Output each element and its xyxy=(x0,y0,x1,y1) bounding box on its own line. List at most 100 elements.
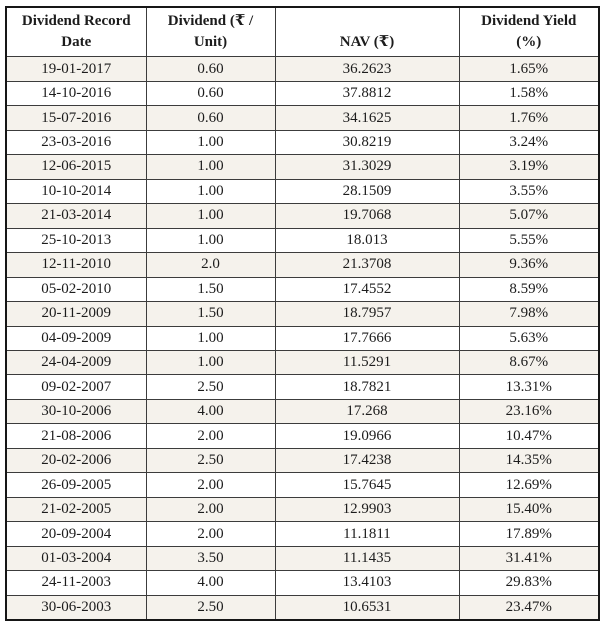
table-cell: 24-11-2003 xyxy=(5,570,147,596)
table-row: 09-02-2007 2.50 18.7821 13.31% xyxy=(5,374,600,400)
table-cell: 12.69% xyxy=(458,472,600,498)
table-cell: 11.1811 xyxy=(274,521,460,547)
table-cell: 7.98% xyxy=(458,301,600,327)
table-cell: 20-11-2009 xyxy=(5,301,147,327)
table-cell: 12.9903 xyxy=(274,496,460,523)
table-row: 23-03-2016 1.00 30.8219 3.24% xyxy=(5,129,600,156)
table-cell: 2.00 xyxy=(145,472,276,498)
table-cell: 19.0966 xyxy=(274,423,460,449)
table-cell: 05-02-2010 xyxy=(5,276,147,303)
table-cell: 5.07% xyxy=(458,203,600,229)
table-cell: 23.16% xyxy=(458,398,600,425)
table-cell: 3.19% xyxy=(458,154,600,180)
table-cell: 5.63% xyxy=(458,325,600,352)
table-cell: 21.3708 xyxy=(274,252,460,278)
table-cell: 21-08-2006 xyxy=(5,423,147,449)
table-row: 01-03-2004 3.50 11.1435 31.41% xyxy=(5,545,600,572)
table-cell: 31.3029 xyxy=(274,154,460,180)
table-cell: 0.60 xyxy=(145,56,276,82)
table-cell: 8.59% xyxy=(458,276,600,303)
table-row: 30-10-2006 4.00 17.268 23.16% xyxy=(5,398,600,425)
table-cell: 34.1625 xyxy=(274,105,460,131)
table-cell: 1.00 xyxy=(145,178,276,205)
table-cell: 01-03-2004 xyxy=(5,545,147,572)
table-row: 24-11-2003 4.00 13.4103 29.83% xyxy=(5,570,600,596)
table-cell: 1.50 xyxy=(145,276,276,303)
table-cell: 31.41% xyxy=(458,545,600,572)
table-cell: 11.5291 xyxy=(274,349,460,376)
table-cell: 11.1435 xyxy=(274,545,460,572)
table-cell: 2.50 xyxy=(145,374,276,400)
dividend-table-container: Dividend Record Date Dividend (₹ / Unit)… xyxy=(5,6,600,621)
table-cell: 25-10-2013 xyxy=(5,227,147,254)
column-header-dividend-record-date: Dividend Record Date xyxy=(5,6,147,58)
table-cell: 2.50 xyxy=(145,594,276,621)
table-cell: 18.7957 xyxy=(274,301,460,327)
table-cell: 1.58% xyxy=(458,80,600,107)
table-row: 21-02-2005 2.00 12.9903 15.40% xyxy=(5,496,600,523)
table-cell: 30.8219 xyxy=(274,129,460,156)
table-cell: 1.00 xyxy=(145,325,276,352)
table-cell: 2.0 xyxy=(145,252,276,278)
table-row: 05-02-2010 1.50 17.4552 8.59% xyxy=(5,276,600,303)
table-cell: 18.7821 xyxy=(274,374,460,400)
table-cell: 3.55% xyxy=(458,178,600,205)
table-row: 15-07-2016 0.60 34.1625 1.76% xyxy=(5,105,600,131)
table-row: 20-09-2004 2.00 11.1811 17.89% xyxy=(5,521,600,547)
table-cell: 36.2623 xyxy=(274,56,460,82)
table-cell: 17.89% xyxy=(458,521,600,547)
table-cell: 14-10-2016 xyxy=(5,80,147,107)
table-row: 25-10-2013 1.00 18.013 5.55% xyxy=(5,227,600,254)
table-cell: 37.8812 xyxy=(274,80,460,107)
table-cell: 8.67% xyxy=(458,349,600,376)
table-cell: 15.7645 xyxy=(274,472,460,498)
table-row: 12-06-2015 1.00 31.3029 3.19% xyxy=(5,154,600,180)
table-cell: 21-03-2014 xyxy=(5,203,147,229)
table-cell: 29.83% xyxy=(458,570,600,596)
table-cell: 28.1509 xyxy=(274,178,460,205)
table-cell: 10.47% xyxy=(458,423,600,449)
table-row: 24-04-2009 1.00 11.5291 8.67% xyxy=(5,349,600,376)
table-cell: 17.4552 xyxy=(274,276,460,303)
table-cell: 1.00 xyxy=(145,227,276,254)
table-cell: 10.6531 xyxy=(274,594,460,621)
table-cell: 13.4103 xyxy=(274,570,460,596)
table-row: 30-06-2003 2.50 10.6531 23.47% xyxy=(5,594,600,621)
table-cell: 10-10-2014 xyxy=(5,178,147,205)
table-row: 21-08-2006 2.00 19.0966 10.47% xyxy=(5,423,600,449)
table-cell: 2.50 xyxy=(145,447,276,474)
table-cell: 17.4238 xyxy=(274,447,460,474)
table-row: 19-01-2017 0.60 36.2623 1.65% xyxy=(5,56,600,82)
table-cell: 1.00 xyxy=(145,154,276,180)
table-cell: 3.50 xyxy=(145,545,276,572)
table-cell: 4.00 xyxy=(145,570,276,596)
table-row: 21-03-2014 1.00 19.7068 5.07% xyxy=(5,203,600,229)
table-cell: 9.36% xyxy=(458,252,600,278)
table-cell: 26-09-2005 xyxy=(5,472,147,498)
table-cell: 19-01-2017 xyxy=(5,56,147,82)
table-cell: 1.00 xyxy=(145,203,276,229)
table-cell: 2.00 xyxy=(145,521,276,547)
table-cell: 21-02-2005 xyxy=(5,496,147,523)
table-cell: 19.7068 xyxy=(274,203,460,229)
table-cell: 0.60 xyxy=(145,105,276,131)
table-header: Dividend Record Date Dividend (₹ / Unit)… xyxy=(5,6,600,58)
column-header-nav: NAV (₹) xyxy=(274,6,460,58)
table-cell: 0.60 xyxy=(145,80,276,107)
table-cell: 24-04-2009 xyxy=(5,349,147,376)
table-cell: 12-11-2010 xyxy=(5,252,147,278)
table-cell: 1.50 xyxy=(145,301,276,327)
table-cell: 04-09-2009 xyxy=(5,325,147,352)
table-cell: 3.24% xyxy=(458,129,600,156)
table-cell: 30-10-2006 xyxy=(5,398,147,425)
column-header-dividend-yield: Dividend Yield (%) xyxy=(458,6,600,58)
table-cell: 13.31% xyxy=(458,374,600,400)
table-cell: 2.00 xyxy=(145,423,276,449)
table-cell: 30-06-2003 xyxy=(5,594,147,621)
table-cell: 18.013 xyxy=(274,227,460,254)
table-cell: 1.00 xyxy=(145,129,276,156)
table-cell: 14.35% xyxy=(458,447,600,474)
table-row: 04-09-2009 1.00 17.7666 5.63% xyxy=(5,325,600,352)
table-body: 19-01-2017 0.60 36.2623 1.65% 14-10-2016 0.60… xyxy=(5,56,600,621)
table-row: 10-10-2014 1.00 28.1509 3.55% xyxy=(5,178,600,205)
